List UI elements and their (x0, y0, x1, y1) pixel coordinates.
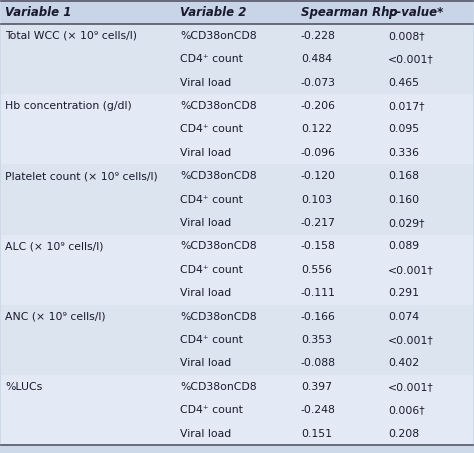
Bar (0, 71, 474, 94)
Text: Viral load: Viral load (180, 429, 231, 439)
Text: -0.217: -0.217 (301, 218, 336, 228)
Text: CD4⁺ count: CD4⁺ count (180, 125, 243, 135)
Text: %CD38onCD8: %CD38onCD8 (180, 241, 257, 251)
Text: 0.168: 0.168 (388, 171, 419, 181)
Bar (0, 352, 474, 375)
Text: CD4⁺ count: CD4⁺ count (180, 265, 243, 275)
Text: %LUCs: %LUCs (5, 382, 43, 392)
Text: 0.122: 0.122 (301, 125, 332, 135)
Text: -0.228: -0.228 (301, 31, 336, 41)
Text: -0.096: -0.096 (301, 148, 336, 158)
Text: %CD38onCD8: %CD38onCD8 (180, 101, 257, 111)
Bar (0, 118, 474, 141)
Text: Variable 1: Variable 1 (5, 6, 72, 19)
Text: 0.160: 0.160 (388, 195, 419, 205)
Text: 0.556: 0.556 (301, 265, 332, 275)
Text: 0.006†: 0.006† (388, 405, 425, 415)
Text: 0.397: 0.397 (301, 382, 332, 392)
Text: <0.001†: <0.001† (388, 265, 434, 275)
Text: -0.073: -0.073 (301, 77, 336, 87)
Text: %CD38onCD8: %CD38onCD8 (180, 171, 257, 181)
Bar (0, 328, 474, 352)
Text: 0.089: 0.089 (388, 241, 419, 251)
Text: Viral load: Viral load (180, 358, 231, 368)
Bar (0, 235, 474, 258)
Text: -0.166: -0.166 (301, 312, 336, 322)
Text: 0.029†: 0.029† (388, 218, 425, 228)
Text: 0.103: 0.103 (301, 195, 332, 205)
Text: -0.111: -0.111 (301, 288, 336, 298)
Text: Spearman Rho: Spearman Rho (301, 6, 397, 19)
Text: 0.074: 0.074 (388, 312, 419, 322)
Bar (0, 94, 474, 118)
Bar (0, 141, 474, 164)
Bar (0, 48, 474, 71)
Text: Viral load: Viral load (180, 148, 231, 158)
Text: Viral load: Viral load (180, 218, 231, 228)
Bar (0, 375, 474, 399)
Text: -0.088: -0.088 (301, 358, 336, 368)
Text: %CD38onCD8: %CD38onCD8 (180, 31, 257, 41)
Bar (0, 164, 474, 188)
Text: 0.208: 0.208 (388, 429, 419, 439)
Text: 0.484: 0.484 (301, 54, 332, 64)
Text: -0.158: -0.158 (301, 241, 336, 251)
Bar (0, 258, 474, 281)
Text: %CD38onCD8: %CD38onCD8 (180, 312, 257, 322)
Text: CD4⁺ count: CD4⁺ count (180, 54, 243, 64)
Text: <0.001†: <0.001† (388, 382, 434, 392)
Text: 0.465: 0.465 (388, 77, 419, 87)
Text: 0.402: 0.402 (388, 358, 419, 368)
Text: 0.353: 0.353 (301, 335, 332, 345)
Bar (0, 188, 474, 211)
Text: %CD38onCD8: %CD38onCD8 (180, 382, 257, 392)
Text: <0.001†: <0.001† (388, 54, 434, 64)
Text: CD4⁺ count: CD4⁺ count (180, 195, 243, 205)
Text: ANC (× 10⁹ cells/l): ANC (× 10⁹ cells/l) (5, 312, 106, 322)
Text: 0.017†: 0.017† (388, 101, 425, 111)
Bar (0, 422, 474, 445)
Text: <0.001†: <0.001† (388, 335, 434, 345)
Text: Hb concentration (g/dl): Hb concentration (g/dl) (5, 101, 132, 111)
Text: Variable 2: Variable 2 (180, 6, 246, 19)
Text: CD4⁺ count: CD4⁺ count (180, 335, 243, 345)
Text: -0.248: -0.248 (301, 405, 336, 415)
Text: Viral load: Viral load (180, 77, 231, 87)
Text: 0.095: 0.095 (388, 125, 419, 135)
Text: p-value*: p-value* (388, 6, 444, 19)
Text: ALC (× 10⁹ cells/l): ALC (× 10⁹ cells/l) (5, 241, 104, 251)
Text: 0.291: 0.291 (388, 288, 419, 298)
Text: Viral load: Viral load (180, 288, 231, 298)
Bar (0, 305, 474, 328)
Bar (0, 24, 474, 48)
Text: Platelet count (× 10⁹ cells/l): Platelet count (× 10⁹ cells/l) (5, 171, 158, 181)
Bar (0, 1, 474, 24)
Bar (0, 281, 474, 305)
Bar (0, 211, 474, 235)
Text: CD4⁺ count: CD4⁺ count (180, 405, 243, 415)
Text: -0.206: -0.206 (301, 101, 336, 111)
Text: 0.151: 0.151 (301, 429, 332, 439)
Text: -0.120: -0.120 (301, 171, 336, 181)
Text: Total WCC (× 10⁹ cells/l): Total WCC (× 10⁹ cells/l) (5, 31, 137, 41)
Bar (0, 399, 474, 422)
Text: 0.008†: 0.008† (388, 31, 425, 41)
Text: 0.336: 0.336 (388, 148, 419, 158)
